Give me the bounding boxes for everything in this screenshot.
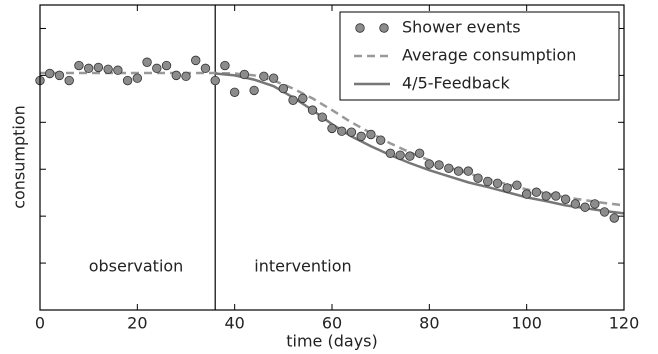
- shower-point: [590, 199, 600, 209]
- shower-point: [288, 95, 298, 105]
- shower-point: [161, 60, 172, 71]
- shower-point: [356, 131, 366, 142]
- x-tick-label: 40: [224, 314, 244, 333]
- shower-point: [434, 160, 444, 170]
- shower-point: [337, 126, 347, 136]
- shower-point: [200, 63, 211, 74]
- shower-point: [599, 207, 610, 217]
- shower-point: [74, 60, 84, 71]
- shower-point: [132, 73, 143, 83]
- shower-point: [492, 178, 503, 189]
- shower-point: [45, 68, 55, 79]
- shower-point: [259, 71, 269, 82]
- shower-point: [609, 213, 619, 223]
- x-tick-label: 0: [35, 314, 45, 333]
- legend-label: Shower events: [402, 18, 521, 37]
- shower-point: [249, 85, 259, 96]
- shower-point: [113, 65, 123, 75]
- shower-point: [93, 62, 104, 73]
- shower-point: [122, 75, 133, 86]
- shower-point: [307, 105, 318, 115]
- shower-point: [414, 148, 425, 158]
- shower-point: [346, 127, 357, 137]
- shower-point: [385, 148, 396, 158]
- shower-point: [444, 163, 454, 173]
- legend-label: 4/5-Feedback: [402, 74, 510, 93]
- shower-point: [142, 57, 152, 67]
- shower-point: [375, 135, 386, 145]
- shower-point: [395, 150, 405, 160]
- shower-point: [181, 71, 191, 82]
- shower-point: [521, 189, 532, 199]
- shower-point: [278, 83, 289, 94]
- annotation: intervention: [254, 257, 351, 276]
- x-axis-label: time (days): [286, 332, 377, 351]
- shower-point: [424, 159, 435, 169]
- shower-point: [64, 75, 74, 86]
- shower-point: [366, 129, 376, 140]
- shower-point: [531, 187, 542, 197]
- x-tick-label: 120: [609, 314, 640, 333]
- shower-point: [327, 123, 337, 134]
- shower-point: [473, 173, 483, 183]
- legend-label: Average consumption: [402, 46, 576, 65]
- shower-point: [512, 180, 522, 190]
- shower-point: [502, 183, 512, 193]
- shower-point: [239, 69, 250, 80]
- legend-marker: [379, 23, 389, 33]
- shower-point: [551, 191, 561, 201]
- x-tick-label: 60: [322, 314, 342, 333]
- shower-point: [580, 202, 590, 212]
- shower-point: [103, 64, 113, 74]
- shower-point: [54, 70, 65, 81]
- shower-point: [560, 194, 571, 204]
- shower-point: [541, 191, 551, 201]
- shower-point: [298, 93, 308, 104]
- legend-marker: [355, 23, 365, 33]
- shower-point: [483, 176, 493, 187]
- shower-point: [570, 199, 581, 209]
- shower-point: [191, 55, 201, 66]
- shower-point: [463, 166, 473, 176]
- plot-frame: [39, 4, 625, 311]
- shower-point: [268, 73, 279, 83]
- shower-point: [229, 87, 240, 97]
- shower-point: [83, 63, 94, 74]
- x-tick-label: 20: [127, 314, 147, 333]
- annotation: observation: [89, 257, 184, 276]
- shower-point: [453, 166, 464, 176]
- y-axis-label: consumption: [10, 105, 29, 209]
- shower-point: [405, 151, 415, 161]
- shower-point: [210, 75, 220, 86]
- shower-point: [152, 63, 162, 74]
- shower-point: [317, 112, 327, 122]
- shower-point: [171, 70, 181, 81]
- shower-point: [220, 60, 230, 71]
- x-tick-label: 80: [419, 314, 439, 333]
- x-tick-label: 100: [511, 314, 542, 333]
